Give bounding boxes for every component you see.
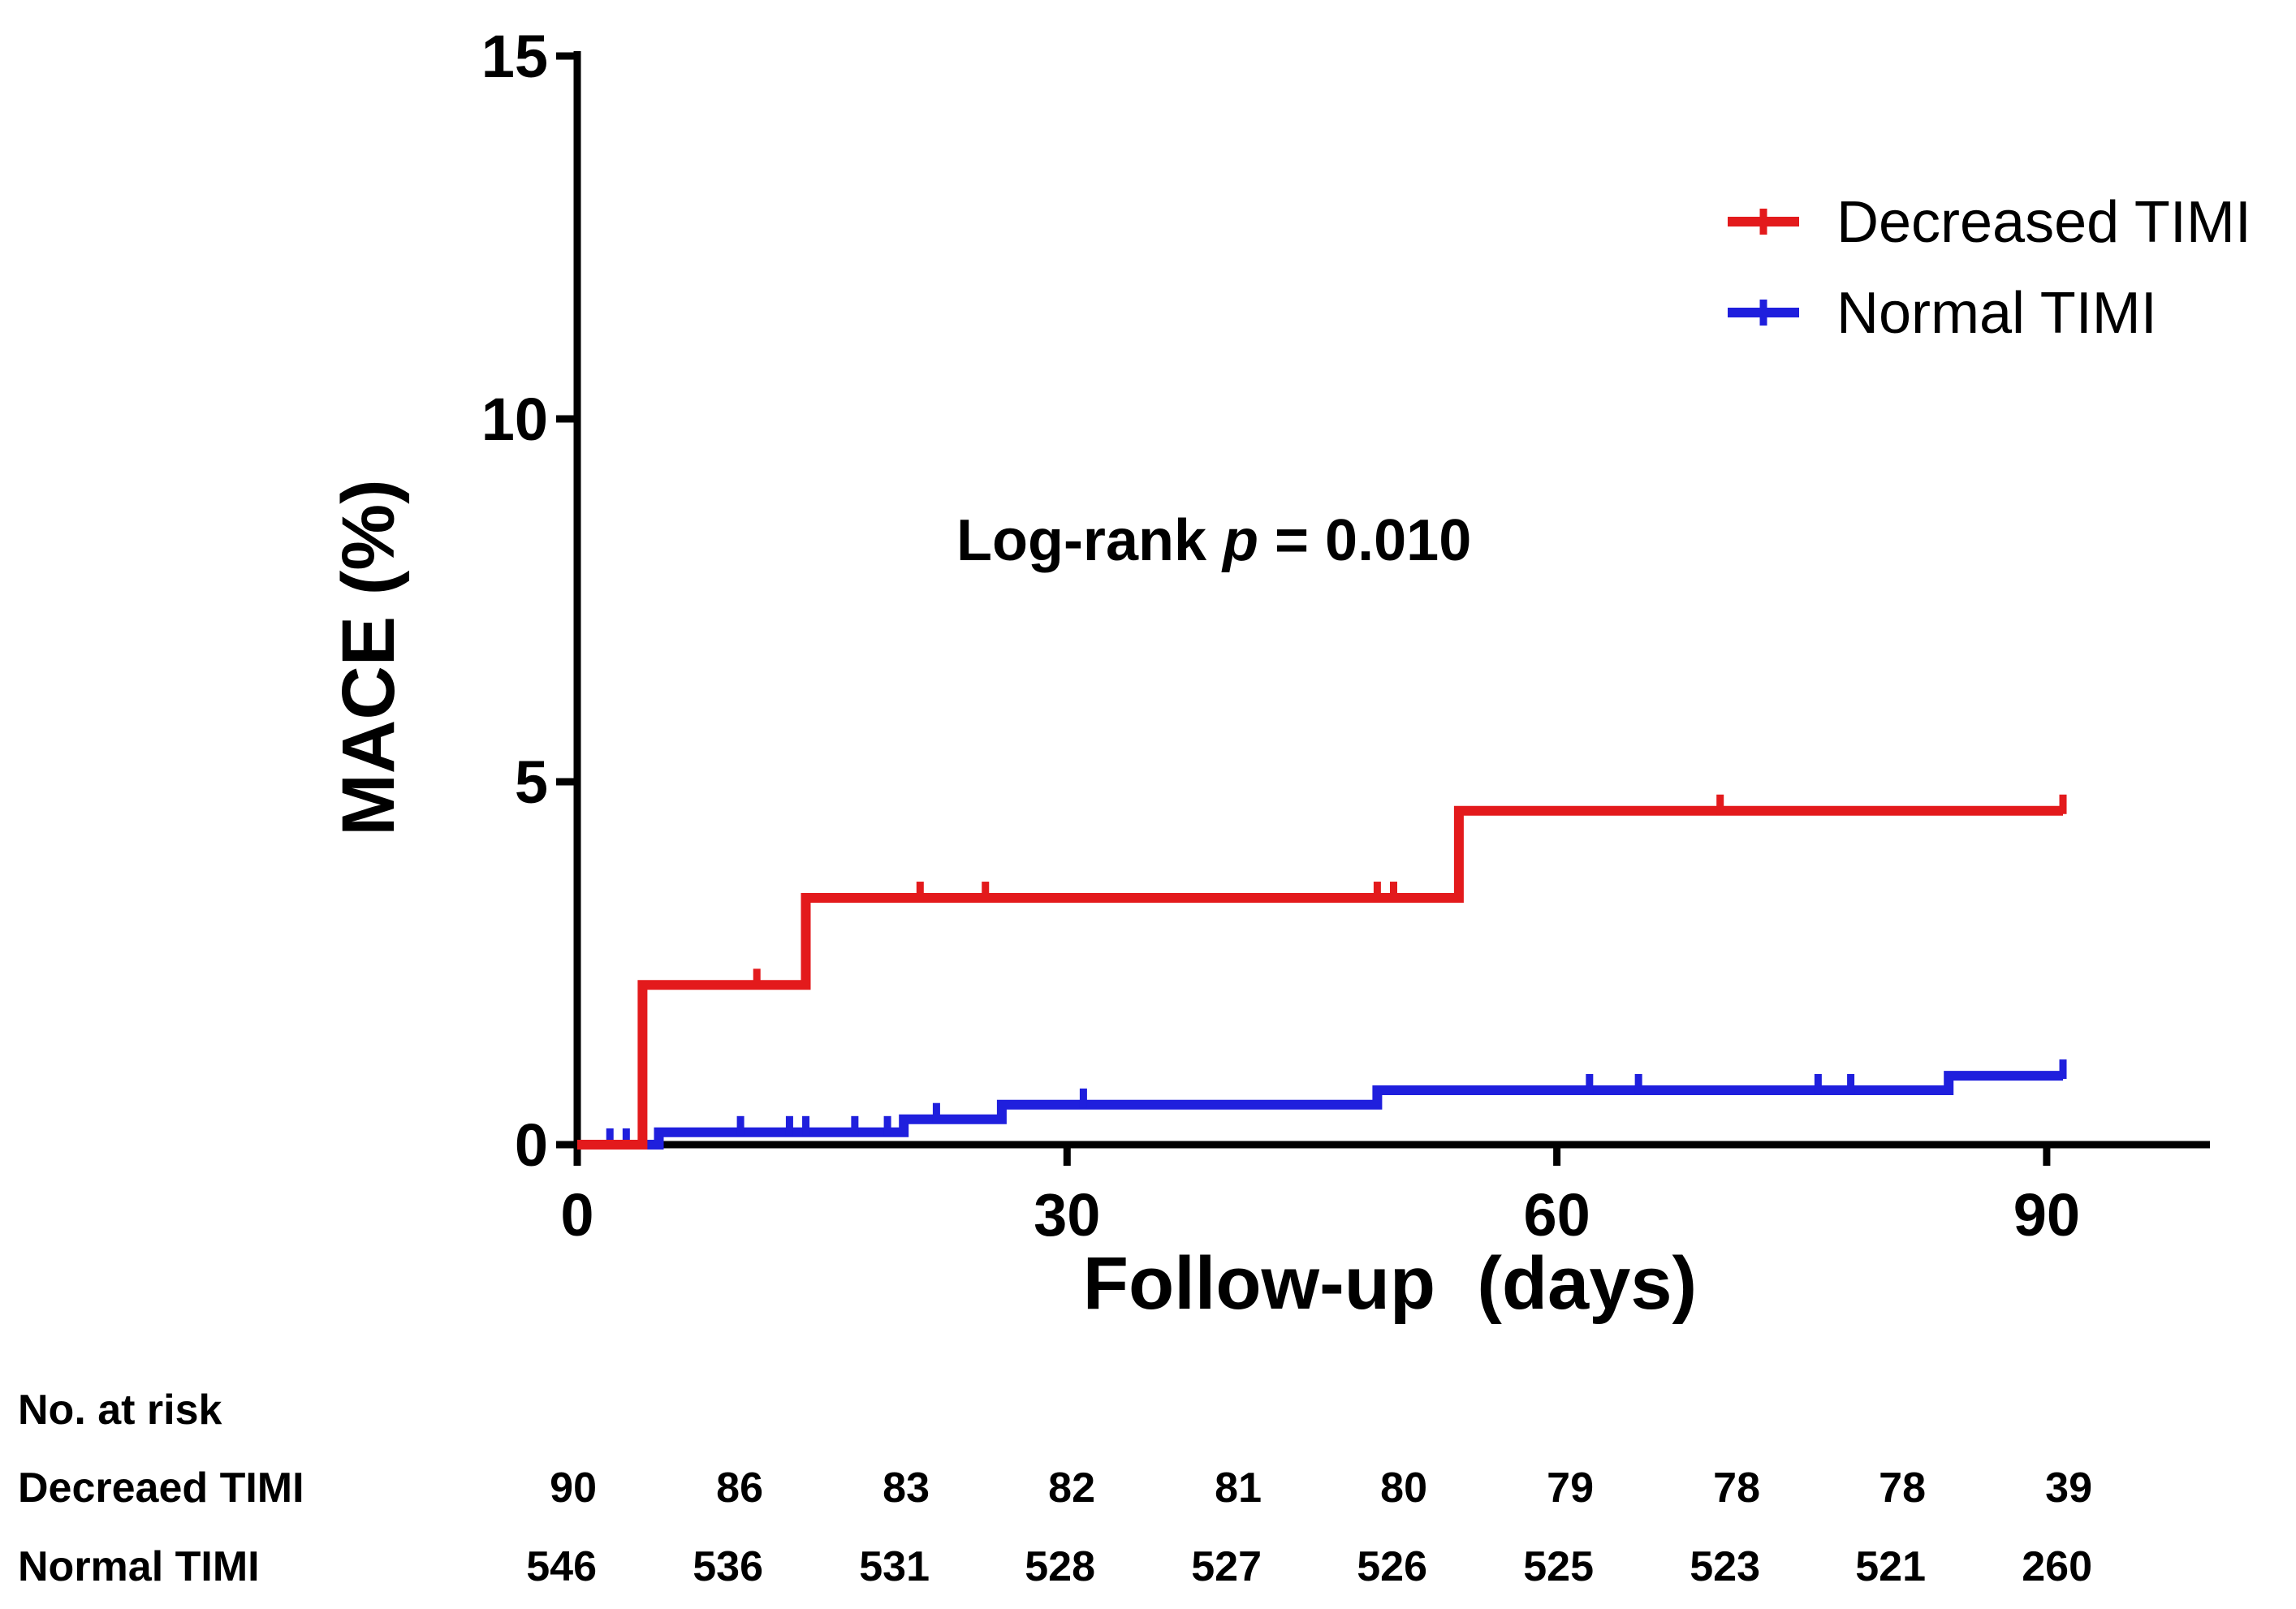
y-axis-title: MACE (%) — [327, 479, 410, 836]
risk-cell: 531 — [859, 1543, 930, 1590]
risk-cell: 521 — [1855, 1543, 1926, 1590]
curve-normal-timi — [577, 1071, 2063, 1150]
legend-item-normal-timi: Normal TIMI — [1728, 281, 2157, 346]
risk-cell: 90 — [550, 1464, 597, 1512]
series-normal-timi — [577, 1059, 2067, 1150]
risk-row-label: Decreaed TIMI — [18, 1464, 304, 1512]
legend: Decreased TIMI Normal TIMI — [1728, 190, 2251, 346]
risk-cell: 79 — [1547, 1464, 1594, 1512]
risk-row: Decreaed TIMI 90 86 83 82 81 80 79 78 78 39 — [18, 1464, 2092, 1512]
risk-row: Normal TIMI 546 536 531 528 527 526 525 523 521 26… — [18, 1543, 2092, 1590]
x-tick-label-90: 90 — [2013, 1181, 2080, 1249]
risk-cell: 80 — [1380, 1464, 1427, 1512]
risk-cell: 527 — [1191, 1543, 1262, 1590]
risk-cell: 546 — [526, 1543, 597, 1590]
risk-cell: 39 — [2045, 1464, 2092, 1512]
risk-cell: 260 — [2022, 1543, 2092, 1590]
risk-cell: 526 — [1357, 1543, 1427, 1590]
risk-cell: 536 — [693, 1543, 763, 1590]
series-decreased-timi — [577, 794, 2067, 1150]
risk-cell: 83 — [883, 1464, 930, 1512]
logrank-p: p — [1221, 508, 1258, 573]
y-tick-label-10: 10 — [481, 386, 548, 453]
x-tick-label-0: 0 — [560, 1181, 593, 1249]
logrank-value: = 0.010 — [1258, 508, 1471, 573]
risk-cell: 78 — [1713, 1464, 1760, 1512]
y-tick-label-0: 0 — [515, 1111, 548, 1179]
x-tick-label-30: 30 — [1034, 1181, 1100, 1249]
curve-decreased-timi — [577, 805, 2063, 1150]
risk-table-header: No. at risk — [18, 1387, 222, 1434]
risk-cell: 82 — [1048, 1464, 1095, 1512]
logrank-prefix: Log-rank — [956, 508, 1223, 573]
risk-cell: 523 — [1690, 1543, 1760, 1590]
legend-item-decreased-timi: Decreased TIMI — [1728, 190, 2251, 255]
legend-label-normal-timi: Normal TIMI — [1836, 281, 2157, 346]
x-tick-label-60: 60 — [1523, 1181, 1590, 1249]
legend-label-decreased-timi: Decreased TIMI — [1836, 190, 2251, 255]
risk-cell: 86 — [716, 1464, 763, 1512]
risk-cell: 525 — [1523, 1543, 1594, 1590]
series-layer — [577, 794, 2067, 1150]
risk-cell: 78 — [1879, 1464, 1926, 1512]
risk-table: No. at risk Decreaed TIMI 90 86 83 82 81 80 79 7… — [18, 1387, 2092, 1590]
axes-layer: 0 5 10 15 0 30 60 90 — [481, 23, 2210, 1249]
y-tick-label-15: 15 — [481, 23, 548, 90]
risk-cell: 528 — [1025, 1543, 1095, 1590]
logrank-annotation: Log-rank p = 0.010 — [956, 508, 1471, 573]
risk-row-label: Normal TIMI — [18, 1543, 260, 1590]
risk-cell: 81 — [1215, 1464, 1262, 1512]
y-tick-label-5: 5 — [515, 748, 548, 816]
x-axis-title: Follow-up (days) — [1083, 1242, 1697, 1325]
